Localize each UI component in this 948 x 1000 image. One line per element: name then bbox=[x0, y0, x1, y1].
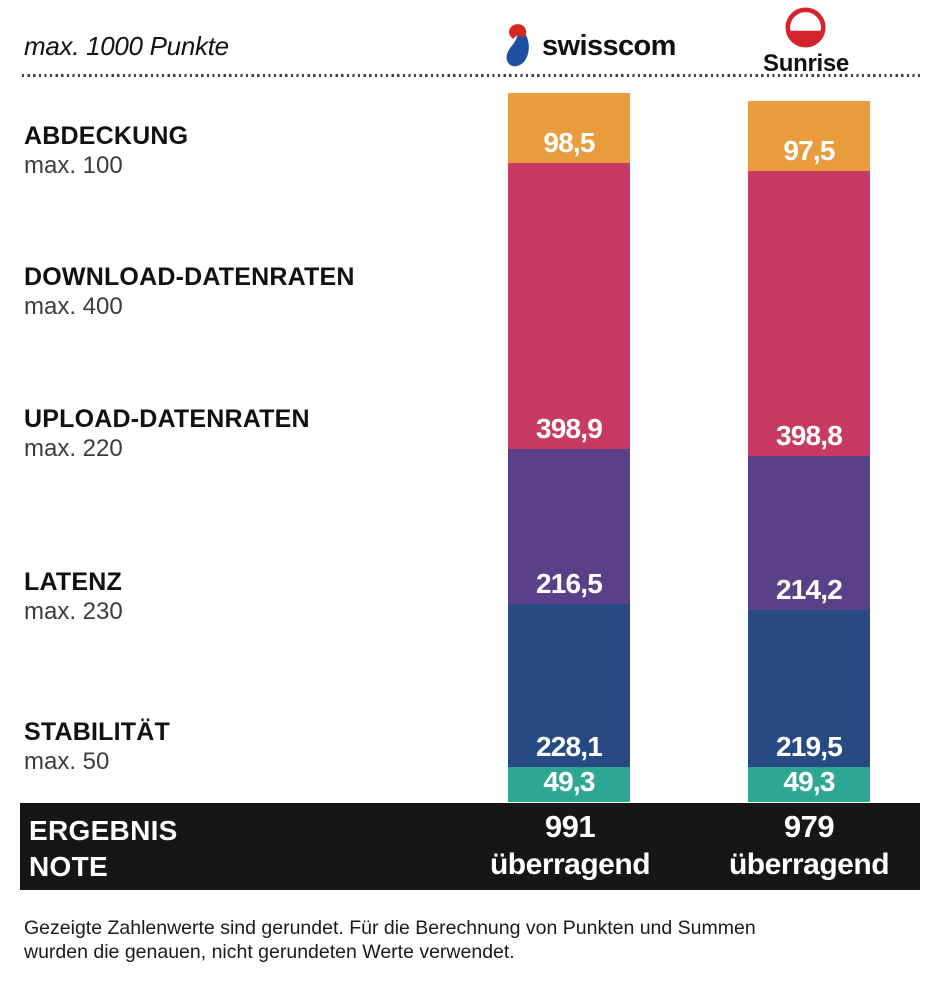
bar-segment-download-datenraten-sunrise: 398,8 bbox=[748, 171, 870, 457]
result-bar: ERGEBNIS NOTE 991 überragend 979 überrag… bbox=[20, 803, 920, 890]
bar-segment-download-datenraten-swisscom: 398,9 bbox=[508, 163, 630, 449]
category-max-label: max. 400 bbox=[24, 293, 123, 320]
segment-value-label: 228,1 bbox=[535, 730, 603, 762]
category-max-label: max. 220 bbox=[24, 435, 123, 462]
bar-segment-upload-datenraten-sunrise: 214,2 bbox=[748, 456, 870, 610]
result-label-note: NOTE bbox=[29, 851, 108, 882]
bar-segment-latenz-swisscom: 228,1 bbox=[508, 603, 630, 767]
total-sunrise: 979 überragend bbox=[728, 809, 890, 882]
bar-segment-abdeckung-swisscom: 98,5 bbox=[508, 92, 630, 164]
segment-value-label: 216,5 bbox=[535, 567, 603, 599]
total-grade: überragend bbox=[489, 848, 651, 881]
dotted-divider bbox=[22, 74, 920, 77]
category-max-label: max. 50 bbox=[24, 748, 110, 775]
footnote-line-2: wurden die genauen, nicht gerundeten Wer… bbox=[24, 941, 515, 964]
category-max-label: max. 100 bbox=[24, 152, 123, 179]
footnote-line-1: Gezeigte Zahlenwerte sind gerundet. Für … bbox=[24, 917, 756, 939]
segment-value-label: 398,9 bbox=[535, 412, 603, 444]
category-latenz: LATENZ max. 230 bbox=[24, 568, 123, 626]
category-label: DOWNLOAD-DATENRATEN bbox=[24, 263, 355, 291]
category-label: UPLOAD-DATENRATEN bbox=[24, 405, 310, 433]
swisscom-logo: swisscom bbox=[499, 23, 676, 70]
category-label: ABDECKUNG bbox=[24, 122, 189, 150]
bar-segment-stabilitaet-swisscom: 49,3 bbox=[508, 766, 630, 802]
total-swisscom: 991 überragend bbox=[489, 809, 651, 882]
category-stabilitaet: STABILITÄT max. 50 bbox=[24, 718, 170, 776]
total-points: 991 bbox=[544, 809, 596, 844]
swisscom-lifeform-icon bbox=[506, 24, 529, 67]
segment-value-label: 97,5 bbox=[783, 135, 835, 167]
sunrise-wordmark: Sunrise bbox=[763, 50, 849, 77]
footnote: Gezeigte Zahlenwerte sind gerundet. Für … bbox=[24, 916, 756, 964]
chart-title: max. 1000 Punkte bbox=[24, 31, 229, 61]
category-upload: UPLOAD-DATENRATEN max. 220 bbox=[24, 405, 310, 463]
result-label-ergebnis: ERGEBNIS bbox=[29, 815, 178, 846]
segment-value-label: 98,5 bbox=[543, 127, 595, 159]
segment-value-label: 219,5 bbox=[775, 730, 843, 762]
bar-segment-upload-datenraten-swisscom: 216,5 bbox=[508, 448, 630, 604]
segment-value-label: 49,3 bbox=[783, 766, 835, 797]
category-download: DOWNLOAD-DATENRATEN max. 400 bbox=[24, 263, 355, 321]
segment-value-label: 49,3 bbox=[543, 766, 595, 797]
segment-value-label: 214,2 bbox=[775, 573, 843, 605]
total-grade: überragend bbox=[728, 848, 890, 881]
bar-segment-latenz-sunrise: 219,5 bbox=[748, 609, 870, 767]
bar-sunrise: 97,5 398,8 214,2 219,5 49,3 bbox=[748, 101, 870, 802]
sunrise-sun-icon bbox=[785, 7, 827, 48]
category-max-label: max. 230 bbox=[24, 598, 123, 625]
bar-segment-abdeckung-sunrise: 97,5 bbox=[748, 101, 870, 172]
category-label: STABILITÄT bbox=[24, 718, 170, 746]
sunrise-logo: Sunrise bbox=[763, 7, 849, 78]
segment-value-label: 398,8 bbox=[775, 420, 843, 452]
bar-segment-stabilitaet-sunrise: 49,3 bbox=[748, 766, 870, 802]
swisscom-wordmark: swisscom bbox=[542, 30, 676, 62]
bar-swisscom: 98,5 398,9 216,5 228,1 49,3 bbox=[508, 92, 630, 802]
category-abdeckung: ABDECKUNG max. 100 bbox=[24, 122, 188, 180]
total-points: 979 bbox=[783, 809, 835, 844]
category-label: LATENZ bbox=[24, 568, 122, 596]
